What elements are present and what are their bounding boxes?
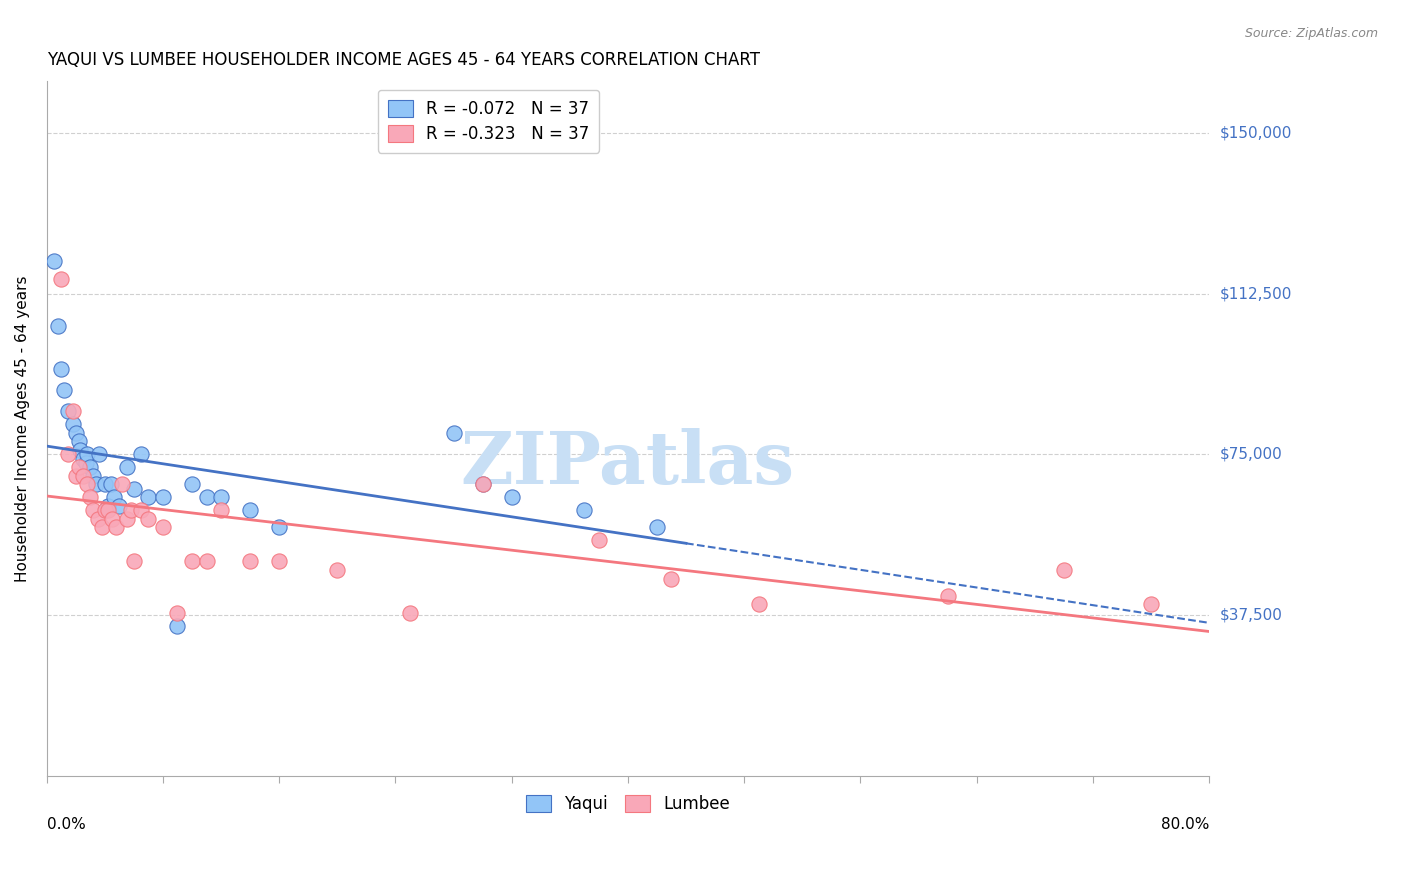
Text: $75,000: $75,000	[1220, 447, 1282, 462]
Point	[94, 477, 117, 491]
Point	[122, 554, 145, 568]
Point	[209, 503, 232, 517]
Point	[443, 425, 465, 440]
Point	[62, 404, 84, 418]
Point	[129, 447, 152, 461]
Point	[501, 490, 523, 504]
Point	[90, 520, 112, 534]
Point	[269, 554, 291, 568]
Point	[195, 490, 218, 504]
Point	[209, 490, 232, 504]
Point	[105, 520, 128, 534]
Point	[166, 618, 188, 632]
Point	[51, 271, 73, 285]
Point	[326, 563, 349, 577]
Point	[76, 447, 98, 461]
Point	[65, 468, 87, 483]
Point	[94, 503, 117, 517]
Text: $37,500: $37,500	[1220, 607, 1284, 623]
Point	[936, 589, 959, 603]
Point	[588, 533, 610, 547]
Point	[51, 361, 73, 376]
Text: 80.0%: 80.0%	[1161, 817, 1209, 832]
Point	[239, 554, 262, 568]
Point	[58, 447, 80, 461]
Point	[748, 597, 770, 611]
Point	[195, 554, 218, 568]
Point	[471, 477, 494, 491]
Point	[115, 460, 138, 475]
Point	[129, 503, 152, 517]
Point	[100, 477, 122, 491]
Point	[181, 477, 204, 491]
Point	[42, 254, 65, 268]
Point	[72, 468, 94, 483]
Point	[138, 490, 160, 504]
Point	[82, 468, 104, 483]
Point	[269, 520, 291, 534]
Point	[75, 456, 97, 470]
Point	[67, 434, 90, 449]
Point	[79, 460, 101, 475]
Point	[471, 477, 494, 491]
Text: YAQUI VS LUMBEE HOUSEHOLDER INCOME AGES 45 - 64 YEARS CORRELATION CHART: YAQUI VS LUMBEE HOUSEHOLDER INCOME AGES …	[46, 51, 759, 69]
Point	[645, 520, 668, 534]
Point	[82, 503, 104, 517]
Point	[58, 404, 80, 418]
Point	[86, 511, 108, 525]
Text: Source: ZipAtlas.com: Source: ZipAtlas.com	[1244, 27, 1378, 40]
Point	[84, 477, 107, 491]
Point	[152, 490, 174, 504]
Point	[181, 554, 204, 568]
Point	[67, 460, 90, 475]
Text: $150,000: $150,000	[1220, 125, 1292, 140]
Point	[1053, 563, 1076, 577]
Point	[152, 520, 174, 534]
Point	[101, 511, 124, 525]
Point	[399, 606, 422, 620]
Point	[87, 447, 110, 461]
Text: $112,500: $112,500	[1220, 286, 1292, 301]
Point	[1140, 597, 1163, 611]
Point	[661, 572, 683, 586]
Point	[65, 425, 87, 440]
Point	[122, 482, 145, 496]
Point	[574, 503, 596, 517]
Point	[115, 511, 138, 525]
Point	[79, 490, 101, 504]
Point	[53, 383, 76, 397]
Text: 0.0%: 0.0%	[46, 817, 86, 832]
Point	[108, 499, 131, 513]
Point	[97, 503, 120, 517]
Text: ZIPatlas: ZIPatlas	[461, 428, 794, 499]
Point	[239, 503, 262, 517]
Point	[76, 477, 98, 491]
Point	[120, 503, 142, 517]
Point	[69, 442, 91, 457]
Legend: R = -0.072   N = 37, R = -0.323   N = 37: R = -0.072 N = 37, R = -0.323 N = 37	[378, 90, 599, 153]
Point	[97, 499, 120, 513]
Point	[111, 477, 134, 491]
Y-axis label: Householder Income Ages 45 - 64 years: Householder Income Ages 45 - 64 years	[15, 276, 30, 582]
Point	[103, 490, 125, 504]
Point	[46, 318, 69, 333]
Point	[72, 451, 94, 466]
Point	[62, 417, 84, 432]
Point	[166, 606, 188, 620]
Point	[138, 511, 160, 525]
